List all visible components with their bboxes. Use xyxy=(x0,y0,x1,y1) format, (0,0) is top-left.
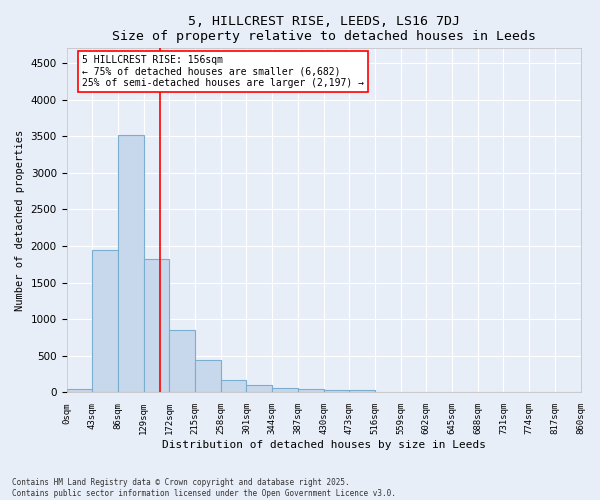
Bar xyxy=(143,259,169,392)
Title: 5, HILLCREST RISE, LEEDS, LS16 7DJ
Size of property relative to detached houses : 5, HILLCREST RISE, LEEDS, LS16 7DJ Size … xyxy=(112,15,536,43)
X-axis label: Distribution of detached houses by size in Leeds: Distribution of detached houses by size … xyxy=(161,440,485,450)
Bar xyxy=(221,380,247,392)
Text: Contains HM Land Registry data © Crown copyright and database right 2025.
Contai: Contains HM Land Registry data © Crown c… xyxy=(12,478,396,498)
Bar xyxy=(118,134,143,392)
Bar xyxy=(323,390,349,392)
Y-axis label: Number of detached properties: Number of detached properties xyxy=(15,130,25,311)
Bar xyxy=(272,388,298,392)
Bar xyxy=(349,390,375,392)
Bar xyxy=(298,389,323,392)
Bar xyxy=(169,330,195,392)
Bar xyxy=(92,250,118,392)
Bar xyxy=(67,389,92,392)
Text: 5 HILLCREST RISE: 156sqm
← 75% of detached houses are smaller (6,682)
25% of sem: 5 HILLCREST RISE: 156sqm ← 75% of detach… xyxy=(82,55,364,88)
Bar xyxy=(195,360,221,392)
Bar xyxy=(247,385,272,392)
